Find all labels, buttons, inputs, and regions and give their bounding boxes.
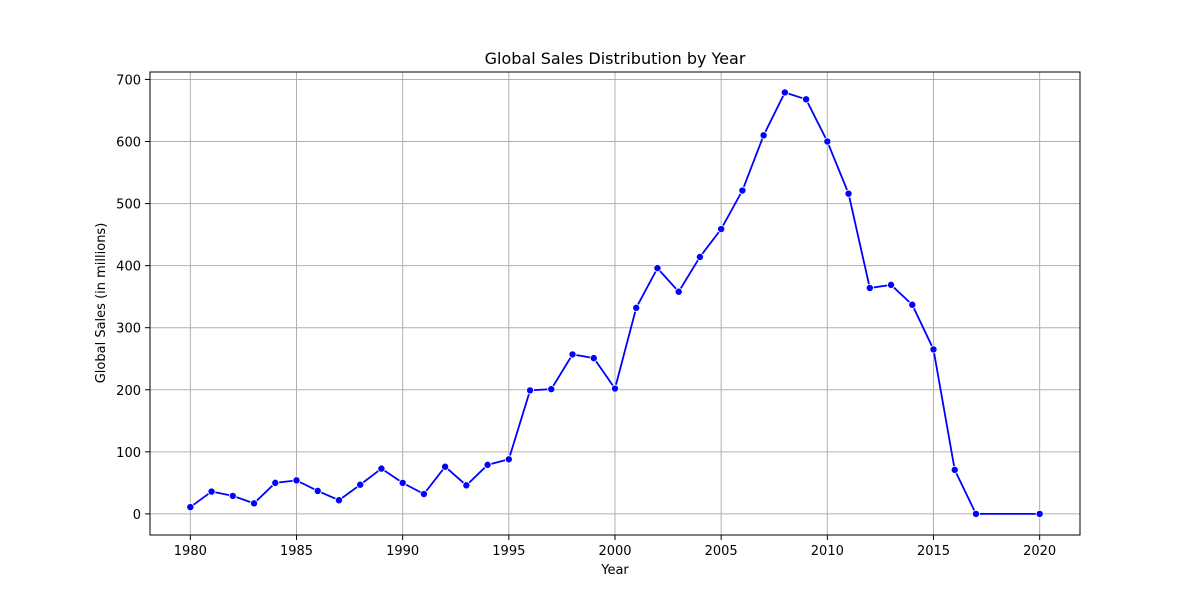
x-tick-label: 2015 — [917, 544, 950, 559]
data-point — [186, 503, 195, 512]
data-point — [313, 486, 322, 495]
data-point — [738, 186, 747, 195]
data-point — [419, 490, 428, 499]
data-point — [717, 225, 726, 234]
y-tick-label: 700 — [116, 73, 141, 88]
y-tick-label: 600 — [116, 136, 141, 151]
grid-layer — [150, 72, 1080, 535]
data-point — [526, 386, 535, 395]
data-point — [398, 478, 407, 487]
x-tick-label: 1985 — [280, 544, 313, 559]
data-point — [271, 478, 280, 487]
data-point — [632, 303, 641, 312]
y-ticks: 0 100 200 300 400 500 600 700 — [116, 73, 150, 523]
data-point — [356, 480, 365, 489]
data-point — [950, 465, 959, 474]
y-tick-label: 0 — [133, 508, 141, 523]
x-tick-label: 2010 — [811, 544, 844, 559]
data-point — [653, 264, 662, 273]
data-point — [292, 476, 301, 485]
data-point — [823, 137, 832, 146]
data-point — [568, 350, 577, 359]
x-tick-label: 1990 — [386, 544, 419, 559]
data-point — [250, 499, 259, 508]
marker-layer — [186, 88, 1044, 518]
y-tick-label: 500 — [116, 198, 141, 213]
x-tick-label: 2020 — [1023, 544, 1056, 559]
data-point — [802, 95, 811, 104]
x-ticks: 1980 1985 1990 1995 2000 2005 2010 2015 2020 — [174, 535, 1056, 559]
data-point — [611, 384, 620, 393]
data-point — [334, 496, 343, 505]
data-point — [377, 464, 386, 473]
data-point — [462, 481, 471, 490]
y-tick-label: 100 — [116, 446, 141, 461]
data-point — [483, 460, 492, 469]
data-point — [504, 455, 513, 464]
data-point — [908, 300, 917, 309]
x-tick-label: 2000 — [598, 544, 631, 559]
data-point — [1035, 509, 1044, 518]
data-point — [929, 345, 938, 354]
data-point — [865, 283, 874, 292]
y-tick-label: 200 — [116, 384, 141, 399]
y-tick-label: 300 — [116, 322, 141, 337]
data-point — [759, 131, 768, 140]
x-tick-label: 1995 — [492, 544, 525, 559]
data-point — [695, 252, 704, 261]
chart-title: Global Sales Distribution by Year — [485, 49, 746, 68]
x-tick-label: 1980 — [174, 544, 207, 559]
data-point — [207, 487, 216, 496]
y-axis-label: Global Sales (in millions) — [94, 223, 109, 384]
data-point — [589, 354, 598, 363]
x-tick-label: 2005 — [705, 544, 738, 559]
data-point — [547, 385, 556, 394]
data-point — [887, 280, 896, 289]
data-point — [441, 462, 450, 471]
x-axis-label: Year — [600, 563, 629, 578]
data-point — [228, 491, 237, 500]
data-point — [674, 287, 683, 296]
data-point — [971, 509, 980, 518]
y-tick-label: 400 — [116, 260, 141, 275]
data-point — [780, 88, 789, 97]
data-point — [844, 189, 853, 198]
